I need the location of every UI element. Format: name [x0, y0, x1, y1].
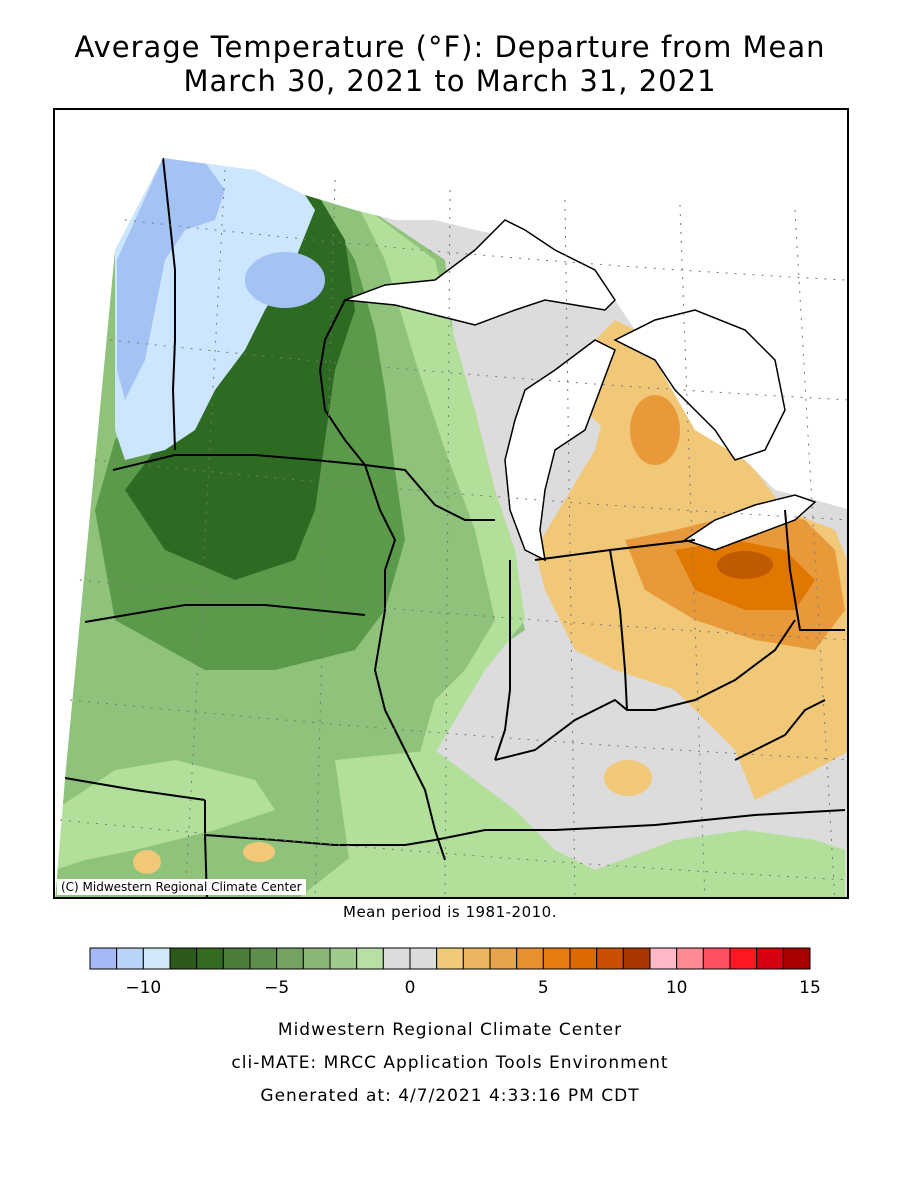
legend-tick-label: −10	[125, 978, 161, 998]
legend-swatch	[462, 947, 491, 970]
footer-tool-name: cli-MATE: MRCC Application Tools Environ…	[231, 1053, 669, 1073]
lake-erie	[683, 494, 817, 551]
border-ky-north	[494, 619, 796, 761]
mean-period-note: Mean period is 1981-2010.	[343, 903, 557, 921]
region-orange-mi-core	[630, 395, 680, 465]
legend-swatch	[249, 947, 278, 970]
legend-swatch	[222, 947, 251, 970]
legend-swatch	[142, 947, 171, 970]
map-canvas	[55, 110, 847, 897]
map-date-range: March 30, 2021 to March 31, 2021	[183, 64, 717, 98]
region-green-light-south	[335, 750, 845, 897]
legend-swatches	[89, 947, 811, 970]
region-green-light	[300, 200, 525, 897]
legend-swatch	[356, 947, 384, 970]
border-ia-il	[364, 464, 397, 711]
region-orange-ky-patch	[604, 760, 652, 796]
region-orange-darkest	[717, 551, 773, 579]
legend-swatch	[702, 947, 731, 970]
legend-swatch	[116, 947, 144, 970]
legend-swatch	[756, 947, 784, 970]
legend-swatch	[542, 947, 571, 970]
legend-swatch	[436, 947, 464, 970]
legend-swatch	[169, 947, 198, 970]
legend-swatch	[382, 947, 411, 970]
region-blue	[117, 158, 225, 400]
border-mo-ar	[204, 834, 436, 846]
border-ia-mo	[84, 604, 366, 623]
legend-swatch	[196, 947, 224, 970]
border-mn-ia	[112, 454, 366, 471]
legend-swatch	[596, 947, 624, 970]
outside-domain-left	[55, 110, 163, 897]
legend-swatch	[409, 947, 438, 970]
border-mn-dakota	[162, 157, 176, 451]
border-mn-wi	[318, 299, 366, 466]
region-green-light-sw	[55, 760, 275, 870]
border-ks-ne	[64, 777, 206, 801]
legend-ticks: −10 −5 0 5 10 15	[125, 978, 820, 998]
color-scale-legend: −10 −5 0 5 10 15	[89, 947, 821, 998]
border-in-oh	[609, 549, 628, 711]
legend-swatch	[782, 947, 811, 970]
legend-swatch	[302, 947, 331, 970]
graticule	[59, 169, 847, 897]
legend-swatch	[676, 947, 704, 970]
region-orange-mo-patch-2	[243, 842, 275, 862]
border-ky-wv	[734, 699, 826, 761]
border-il-in	[494, 560, 511, 761]
legend-swatch	[276, 947, 304, 970]
legend-tick-label: 10	[666, 978, 688, 998]
border-mi-in-oh	[534, 539, 696, 561]
footer-generated-at: Generated at: 4/7/2021 4:33:16 PM CDT	[260, 1086, 640, 1106]
legend-swatch	[489, 947, 518, 970]
lake-michigan	[504, 339, 616, 562]
legend-swatch	[649, 947, 678, 970]
legend-swatch	[329, 947, 358, 970]
legend-swatch	[516, 947, 544, 970]
border-oh-pa	[784, 509, 845, 631]
region-blue-patch	[245, 252, 325, 308]
canada-no-data	[163, 110, 847, 509]
border-wi-il	[364, 464, 495, 521]
legend-tick-label: −5	[264, 978, 289, 998]
legend-tick-label: 5	[538, 978, 549, 998]
legend-tick-label: 15	[799, 978, 821, 998]
legend-tick-label: 0	[405, 978, 416, 998]
footer-organization: Midwestern Regional Climate Center	[277, 1020, 623, 1040]
legend-swatch	[729, 947, 758, 970]
legend-swatch	[89, 947, 118, 970]
legend-swatch	[569, 947, 598, 970]
lake-superior	[344, 219, 616, 326]
temperature-departure-map: (C) Midwestern Regional Climate Center	[53, 108, 849, 899]
copyright-label: (C) Midwestern Regional Climate Center	[57, 879, 306, 895]
region-orange-mo-patch	[133, 850, 161, 874]
border-ky-tn	[434, 809, 846, 841]
map-title: Average Temperature (°F): Departure from…	[74, 30, 826, 64]
legend-swatch	[622, 947, 651, 970]
